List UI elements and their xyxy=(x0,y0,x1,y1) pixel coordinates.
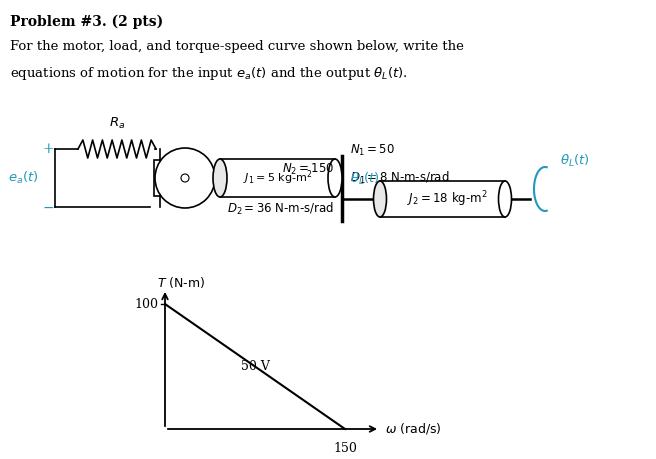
Text: $\theta_L(t)$: $\theta_L(t)$ xyxy=(350,171,380,187)
Text: $D_1 = 8\ \mathrm{N\text{-}m\text{-}s/rad}$: $D_1 = 8\ \mathrm{N\text{-}m\text{-}s/ra… xyxy=(350,170,449,186)
FancyBboxPatch shape xyxy=(154,161,167,196)
Text: For the motor, load, and torque-speed curve shown below, write the: For the motor, load, and torque-speed cu… xyxy=(10,40,464,53)
Ellipse shape xyxy=(328,159,342,197)
Text: $D_2 = 36\ \mathrm{N\text{-}m\text{-}s/rad}$: $D_2 = 36\ \mathrm{N\text{-}m\text{-}s/r… xyxy=(227,201,334,217)
Circle shape xyxy=(155,148,215,208)
Text: $N_2 = 150$: $N_2 = 150$ xyxy=(281,162,334,177)
Text: $J_2 = 18\ \mathrm{kg\text{-}m^2}$: $J_2 = 18\ \mathrm{kg\text{-}m^2}$ xyxy=(407,189,488,209)
Text: $N_1 = 50$: $N_1 = 50$ xyxy=(350,143,395,158)
Text: 150: 150 xyxy=(333,442,357,455)
Text: 100: 100 xyxy=(134,297,158,310)
FancyBboxPatch shape xyxy=(380,181,505,217)
Text: $R_a$: $R_a$ xyxy=(109,116,125,131)
Text: $T\ \mathrm{(N\text{-}m)}$: $T\ \mathrm{(N\text{-}m)}$ xyxy=(157,274,205,290)
Ellipse shape xyxy=(499,181,512,217)
Ellipse shape xyxy=(373,181,386,217)
Text: $\theta_L(t)$: $\theta_L(t)$ xyxy=(560,153,590,169)
Text: $J_1 = 5\ \mathrm{kg\text{-}m^2}$: $J_1 = 5\ \mathrm{kg\text{-}m^2}$ xyxy=(243,169,312,187)
Text: $\omega\ \mathrm{(rad/s)}$: $\omega\ \mathrm{(rad/s)}$ xyxy=(385,421,441,437)
Text: +: + xyxy=(42,142,54,156)
Text: $-$: $-$ xyxy=(42,200,54,214)
Text: $e_a(t)$: $e_a(t)$ xyxy=(8,170,39,186)
Text: 50 V: 50 V xyxy=(241,360,270,373)
Circle shape xyxy=(181,174,189,182)
Ellipse shape xyxy=(213,159,227,197)
Text: Problem #3. (2 pts): Problem #3. (2 pts) xyxy=(10,15,163,29)
Text: equations of motion for the input $e_a(t)$ and the output $\theta_L(t)$.: equations of motion for the input $e_a(t… xyxy=(10,65,408,82)
FancyBboxPatch shape xyxy=(220,159,335,197)
